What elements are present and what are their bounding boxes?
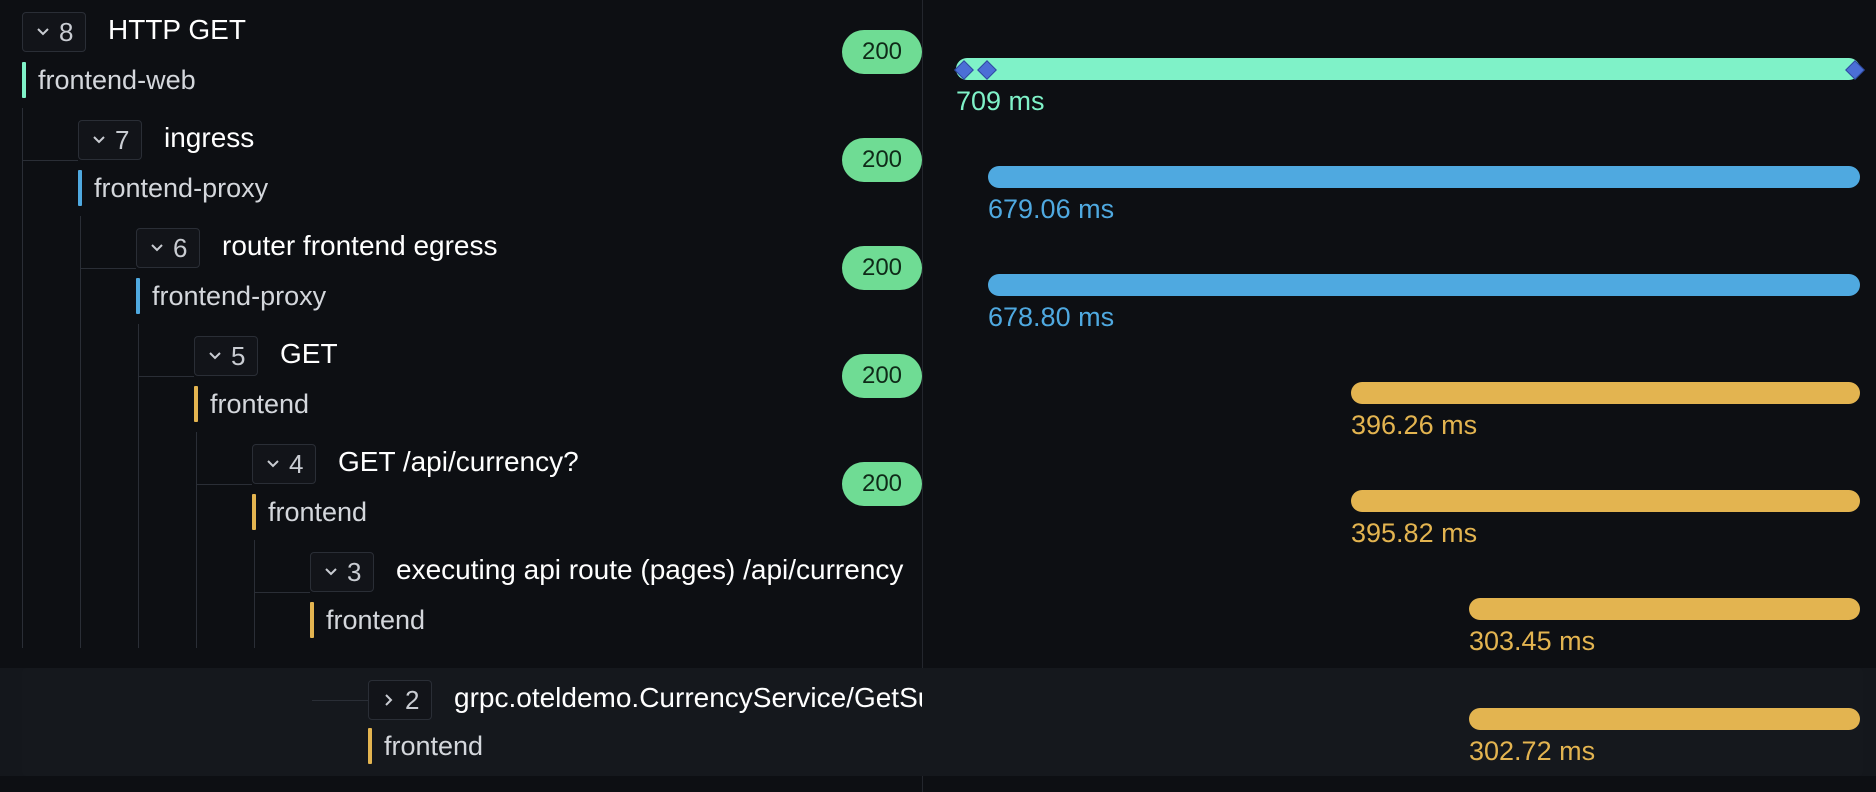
span-duration-bar[interactable]	[956, 58, 1860, 80]
service-color-bar	[22, 62, 26, 98]
span-duration-bar[interactable]	[988, 274, 1860, 296]
span-row[interactable]: 8 HTTP GET frontend-web 200 709 ms	[0, 0, 1876, 116]
span-duration-bar[interactable]	[1469, 598, 1860, 620]
span-operation-name: executing api route (pages) /api/currenc…	[396, 554, 904, 585]
span-duration-label: 678.80 ms	[988, 302, 1115, 332]
span-row[interactable]: 6 router frontend egress frontend-proxy …	[0, 216, 1876, 332]
tree-guide-line	[22, 216, 23, 324]
span-duration-label: 303.45 ms	[1469, 626, 1596, 656]
chevron-down-icon	[267, 460, 279, 468]
span-duration-label: 395.82 ms	[1351, 518, 1478, 548]
span-operation-name: router frontend egress	[222, 230, 498, 261]
span-row[interactable]: 3 executing api route (pages) /api/curre…	[0, 540, 1876, 656]
span-tree-cell: 7 ingress frontend-proxy 200	[0, 108, 922, 216]
span-operation-name: GET /api/currency?	[338, 446, 579, 477]
tree-guide-line	[196, 540, 197, 648]
pane-divider[interactable]	[922, 0, 923, 792]
status-badge: 200	[842, 30, 922, 74]
span-service-name: frontend	[252, 494, 367, 530]
tree-guide-line	[22, 108, 23, 216]
service-color-bar	[194, 386, 198, 422]
tree-guide-line	[80, 432, 81, 540]
span-toggle[interactable]: 5	[194, 336, 259, 376]
span-duration-label: 679.06 ms	[988, 194, 1115, 224]
child-count: 4	[289, 448, 304, 479]
chevron-down-icon	[37, 28, 49, 36]
tree-guide-line	[138, 432, 139, 540]
child-count: 7	[115, 124, 130, 155]
span-duration-label: 396.26 ms	[1351, 410, 1478, 440]
tree-guide-line	[138, 540, 139, 648]
span-toggle[interactable]: 6	[136, 228, 201, 268]
span-tree-cell: 3 executing api route (pages) /api/curre…	[0, 540, 922, 648]
child-count: 5	[231, 340, 246, 371]
span-row-selected[interactable]: 2 grpc.oteldemo.CurrencyService/GetSuppo…	[0, 668, 1876, 776]
span-service-name: frontend-proxy	[78, 170, 268, 206]
tree-guide-line	[138, 376, 194, 377]
status-badge: 200	[842, 462, 922, 506]
tree-guide-line	[312, 700, 368, 701]
span-toggle[interactable]: 8	[22, 12, 87, 52]
span-service-name: frontend	[368, 728, 483, 764]
status-badge: 200	[842, 138, 922, 182]
span-row[interactable]: 5 GET frontend 200 396.26 ms	[0, 324, 1876, 440]
tree-guide-line	[254, 592, 310, 593]
tree-guide-line	[22, 324, 23, 432]
span-operation-name: grpc.oteldemo.CurrencyService/GetSupport…	[454, 682, 922, 713]
span-toggle[interactable]: 3	[310, 552, 375, 592]
tree-guide-line	[196, 484, 252, 485]
status-badge: 200	[842, 354, 922, 398]
tree-guide-line	[138, 324, 139, 432]
span-duration-bar[interactable]	[1469, 708, 1860, 730]
status-badge: 200	[842, 246, 922, 290]
tree-guide-line	[80, 268, 136, 269]
tree-guide-line	[22, 160, 78, 161]
tree-guide-line	[254, 540, 255, 648]
tree-guide-line	[80, 540, 81, 648]
span-service-name: frontend-web	[22, 62, 196, 98]
span-toggle[interactable]: 2	[368, 680, 433, 720]
span-duration-label: 709 ms	[956, 86, 1045, 116]
service-color-bar	[310, 602, 314, 638]
child-count: 2	[405, 684, 420, 715]
tree-guide-line	[196, 432, 197, 540]
chevron-down-icon	[151, 244, 163, 252]
span-duration-bar[interactable]	[1351, 490, 1860, 512]
tree-guide-line	[80, 324, 81, 432]
span-tree-cell: 6 router frontend egress frontend-proxy …	[0, 216, 922, 324]
span-service-name: frontend-proxy	[136, 278, 326, 314]
span-duration-label: 302.72 ms	[1469, 736, 1596, 766]
span-tree-cell: 2 grpc.oteldemo.CurrencyService/GetSuppo…	[0, 668, 922, 776]
span-toggle[interactable]: 4	[252, 444, 317, 484]
span-toggle[interactable]: 7	[78, 120, 143, 160]
chevron-down-icon	[209, 352, 221, 360]
span-operation-name: ingress	[164, 122, 255, 153]
service-color-bar	[136, 278, 140, 314]
span-tree-cell: 5 GET frontend 200	[0, 324, 922, 432]
chevron-right-icon	[385, 694, 393, 706]
child-count: 8	[59, 16, 74, 47]
span-operation-name: HTTP GET	[108, 14, 246, 45]
span-duration-bar[interactable]	[1351, 382, 1860, 404]
tree-guide-line	[22, 540, 23, 648]
span-tree-cell: 8 HTTP GET frontend-web 200	[0, 0, 922, 108]
tree-guide-line	[80, 216, 81, 324]
span-row[interactable]: 4 GET /api/currency? frontend 200 395.82…	[0, 432, 1876, 548]
service-color-bar	[368, 728, 372, 764]
chevron-down-icon	[325, 568, 337, 576]
span-duration-bar[interactable]	[988, 166, 1860, 188]
span-row[interactable]: 7 ingress frontend-proxy 200 679.06 ms	[0, 108, 1876, 224]
span-operation-name: GET	[280, 338, 338, 369]
service-color-bar	[252, 494, 256, 530]
span-service-name: frontend	[310, 602, 425, 638]
span-service-name: frontend	[194, 386, 309, 422]
child-count: 6	[173, 232, 188, 263]
tree-guide-line	[22, 432, 23, 540]
child-count: 3	[347, 556, 362, 587]
service-color-bar	[78, 170, 82, 206]
chevron-down-icon	[93, 136, 105, 144]
span-tree-cell: 4 GET /api/currency? frontend 200	[0, 432, 922, 540]
